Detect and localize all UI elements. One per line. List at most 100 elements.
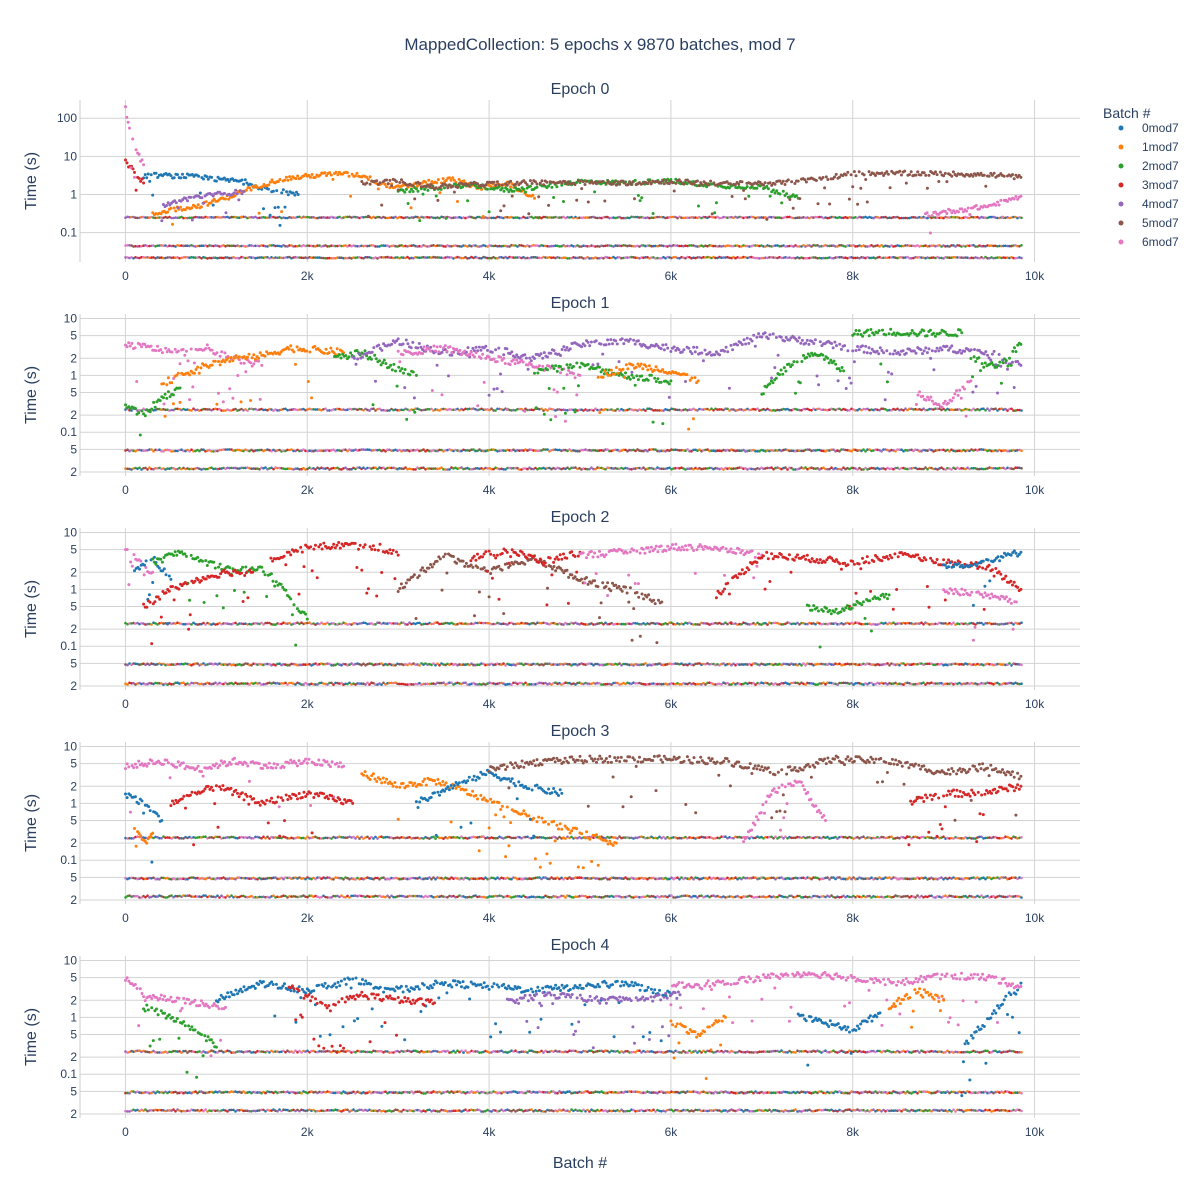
data-point	[288, 175, 292, 179]
baseline-point	[250, 215, 253, 219]
data-point	[849, 381, 853, 385]
data-point	[495, 387, 499, 391]
baseline-point	[772, 215, 775, 219]
data-point	[562, 200, 565, 203]
data-point	[818, 340, 822, 344]
data-point	[833, 175, 836, 179]
data-point	[644, 364, 648, 368]
data-point	[559, 354, 562, 357]
data-point	[938, 170, 942, 174]
data-point	[838, 369, 842, 373]
data-point	[495, 180, 499, 184]
data-point	[429, 183, 433, 187]
baseline-point	[540, 216, 543, 220]
data-point	[199, 205, 203, 209]
data-point	[172, 176, 176, 180]
baseline-point	[494, 409, 497, 412]
baseline-point	[864, 215, 867, 219]
data-point	[909, 170, 913, 174]
data-point	[844, 173, 848, 177]
data-point	[869, 328, 873, 331]
baseline-point	[430, 215, 433, 219]
data-point	[233, 356, 236, 360]
baseline-point	[784, 466, 787, 469]
data-point	[253, 357, 257, 361]
data-point	[565, 363, 569, 367]
data-point	[552, 349, 556, 352]
data-point	[135, 380, 139, 383]
baseline-point	[838, 215, 841, 219]
data-point	[737, 182, 741, 186]
data-point	[378, 359, 381, 363]
baseline-point	[312, 215, 315, 219]
data-point	[497, 346, 501, 350]
data-point	[928, 328, 932, 332]
data-point	[170, 381, 174, 385]
data-point	[178, 386, 182, 390]
data-point	[718, 353, 722, 357]
data-point	[535, 182, 539, 186]
data-point	[910, 329, 914, 332]
baseline-point	[698, 215, 701, 219]
baseline-point	[684, 216, 687, 219]
baseline-point	[700, 216, 703, 220]
data-point	[589, 340, 593, 344]
data-point	[854, 329, 858, 332]
baseline-point	[540, 407, 543, 411]
baseline-point	[490, 216, 493, 220]
data-point	[394, 369, 397, 373]
data-point	[886, 370, 890, 374]
data-point	[822, 358, 826, 361]
data-point	[864, 178, 868, 181]
baseline-point	[478, 215, 481, 219]
data-point	[578, 365, 582, 369]
data-point	[189, 347, 193, 351]
data-point	[276, 205, 280, 209]
data-point	[283, 205, 287, 209]
data-point	[763, 331, 767, 335]
data-point	[893, 349, 897, 353]
baseline-point	[726, 216, 729, 219]
data-point	[257, 211, 261, 215]
baseline-point	[428, 216, 431, 219]
data-point	[542, 412, 546, 416]
baseline-point	[840, 468, 843, 471]
baseline-point	[138, 466, 141, 470]
data-point	[306, 380, 310, 383]
data-point	[919, 348, 923, 352]
baseline-point	[472, 216, 475, 220]
data-point	[778, 192, 782, 196]
baseline-point	[572, 216, 575, 220]
data-point	[562, 386, 566, 390]
data-point	[1006, 199, 1009, 203]
data-point	[757, 332, 761, 336]
baseline-point	[716, 215, 719, 219]
baseline-point	[852, 216, 855, 220]
baseline-point	[790, 216, 793, 219]
data-point	[586, 200, 590, 204]
data-point	[447, 374, 450, 378]
baseline-point	[188, 216, 191, 220]
data-point	[287, 347, 291, 351]
data-point	[987, 174, 991, 178]
data-point	[484, 344, 488, 348]
baseline-point	[812, 216, 815, 219]
data-point	[966, 206, 970, 210]
baseline-point	[292, 216, 295, 219]
baseline-point	[526, 216, 529, 220]
baseline-point	[638, 216, 641, 219]
data-point	[437, 350, 441, 354]
data-point	[411, 370, 415, 374]
data-point	[885, 380, 889, 384]
data-point	[927, 398, 931, 402]
data-point	[427, 178, 431, 182]
data-point	[329, 173, 333, 177]
data-point	[411, 340, 415, 344]
data-point	[724, 345, 728, 349]
data-point	[125, 161, 129, 165]
data-point	[575, 198, 579, 202]
data-point	[924, 346, 928, 350]
baseline-point	[594, 216, 597, 219]
baseline-point	[814, 215, 817, 219]
data-point	[779, 335, 783, 339]
